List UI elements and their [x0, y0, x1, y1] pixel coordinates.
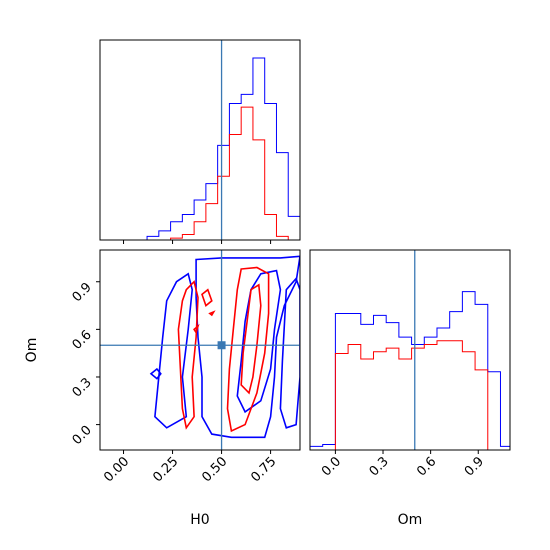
- contour-2: [236, 269, 282, 414]
- om-axis-label-marginal: Om: [398, 512, 423, 528]
- h0-marginal-frame: [99, 39, 301, 241]
- contour-10: [193, 323, 200, 335]
- contour-9: [208, 310, 216, 317]
- contour-7: [240, 283, 262, 395]
- om-histogram-series-0: [310, 291, 510, 450]
- truth-point-marker: [217, 341, 226, 350]
- h0-histogram-series-0: [146, 57, 300, 240]
- contour-4: [149, 367, 162, 380]
- contour-0: [195, 255, 300, 439]
- om-marginal-frame: [309, 249, 511, 451]
- h0-histogram-series-1: [147, 106, 300, 240]
- contour-8: [201, 288, 213, 307]
- contour-frame: [99, 249, 301, 451]
- om-histogram-series-1: [310, 340, 510, 450]
- contour-1: [154, 272, 194, 429]
- h0-axis-label: H0: [190, 512, 209, 528]
- h0-marginal-panel: [99, 39, 301, 244]
- contour-5: [177, 280, 199, 430]
- om-axis-label-2d: Om: [24, 338, 40, 363]
- contour-6: [226, 266, 270, 433]
- contour-3: [279, 277, 300, 429]
